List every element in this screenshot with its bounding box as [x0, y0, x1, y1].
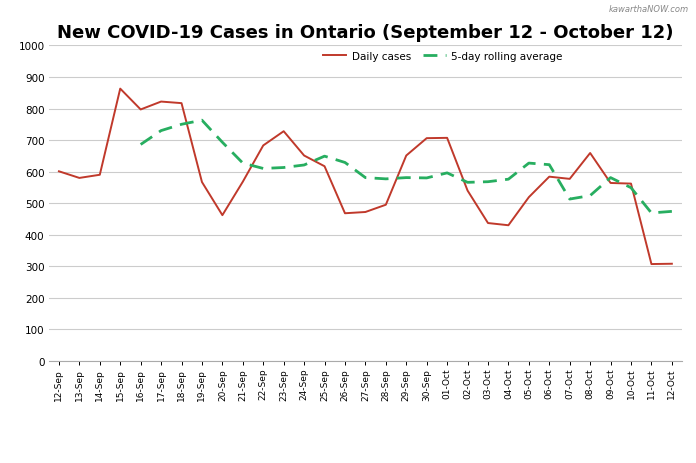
Daily cases: [75, 176, 84, 181]
5-day rolling average: [177, 122, 186, 128]
5-day rolling average: [239, 161, 247, 167]
Daily cases: [606, 181, 615, 186]
Daily cases: [545, 175, 553, 180]
5-day rolling average: [647, 211, 656, 216]
Daily cases: [422, 136, 431, 142]
Daily cases: [504, 223, 512, 229]
5-day rolling average: [566, 197, 574, 202]
Daily cases: [300, 153, 308, 159]
Daily cases: [198, 180, 206, 185]
Daily cases: [239, 180, 247, 185]
5-day rolling average: [443, 171, 451, 176]
5-day rolling average: [484, 180, 492, 185]
5-day rolling average: [198, 118, 206, 124]
Daily cases: [280, 129, 288, 135]
Daily cases: [95, 173, 104, 178]
5-day rolling average: [422, 176, 431, 181]
Daily cases: [219, 213, 227, 219]
5-day rolling average: [667, 209, 676, 215]
5-day rolling average: [136, 143, 145, 148]
Line: Daily cases: Daily cases: [59, 89, 672, 264]
Daily cases: [320, 164, 329, 169]
Daily cases: [361, 210, 370, 215]
Legend: Daily cases, 5-day rolling average: Daily cases, 5-day rolling average: [324, 51, 563, 62]
Line: 5-day rolling average: 5-day rolling average: [141, 121, 672, 213]
Daily cases: [667, 262, 676, 267]
5-day rolling average: [259, 166, 267, 172]
Daily cases: [525, 195, 533, 200]
5-day rolling average: [157, 129, 165, 134]
5-day rolling average: [341, 160, 349, 166]
Daily cases: [566, 177, 574, 182]
5-day rolling average: [627, 186, 635, 191]
Daily cases: [157, 100, 165, 105]
5-day rolling average: [504, 177, 512, 182]
Daily cases: [55, 169, 63, 175]
5-day rolling average: [320, 154, 329, 160]
Daily cases: [484, 221, 492, 226]
5-day rolling average: [525, 161, 533, 167]
Daily cases: [116, 87, 125, 92]
5-day rolling average: [586, 194, 594, 199]
Daily cases: [647, 262, 656, 267]
5-day rolling average: [545, 163, 553, 168]
Daily cases: [381, 202, 390, 208]
5-day rolling average: [300, 163, 308, 169]
5-day rolling average: [402, 175, 411, 181]
5-day rolling average: [464, 180, 472, 186]
Title: New COVID-19 Cases in Ontario (September 12 - October 12): New COVID-19 Cases in Ontario (September…: [57, 24, 674, 42]
Daily cases: [627, 181, 635, 187]
Daily cases: [586, 151, 594, 156]
Daily cases: [259, 144, 267, 149]
Daily cases: [341, 211, 349, 217]
5-day rolling average: [606, 175, 615, 181]
Daily cases: [177, 101, 186, 106]
Daily cases: [136, 107, 145, 113]
5-day rolling average: [381, 177, 390, 182]
5-day rolling average: [219, 140, 227, 146]
Daily cases: [443, 136, 451, 141]
5-day rolling average: [280, 165, 288, 171]
Text: kawarthaNOW.com: kawarthaNOW.com: [609, 5, 689, 13]
Daily cases: [464, 188, 472, 194]
Daily cases: [402, 153, 411, 159]
5-day rolling average: [361, 175, 370, 181]
